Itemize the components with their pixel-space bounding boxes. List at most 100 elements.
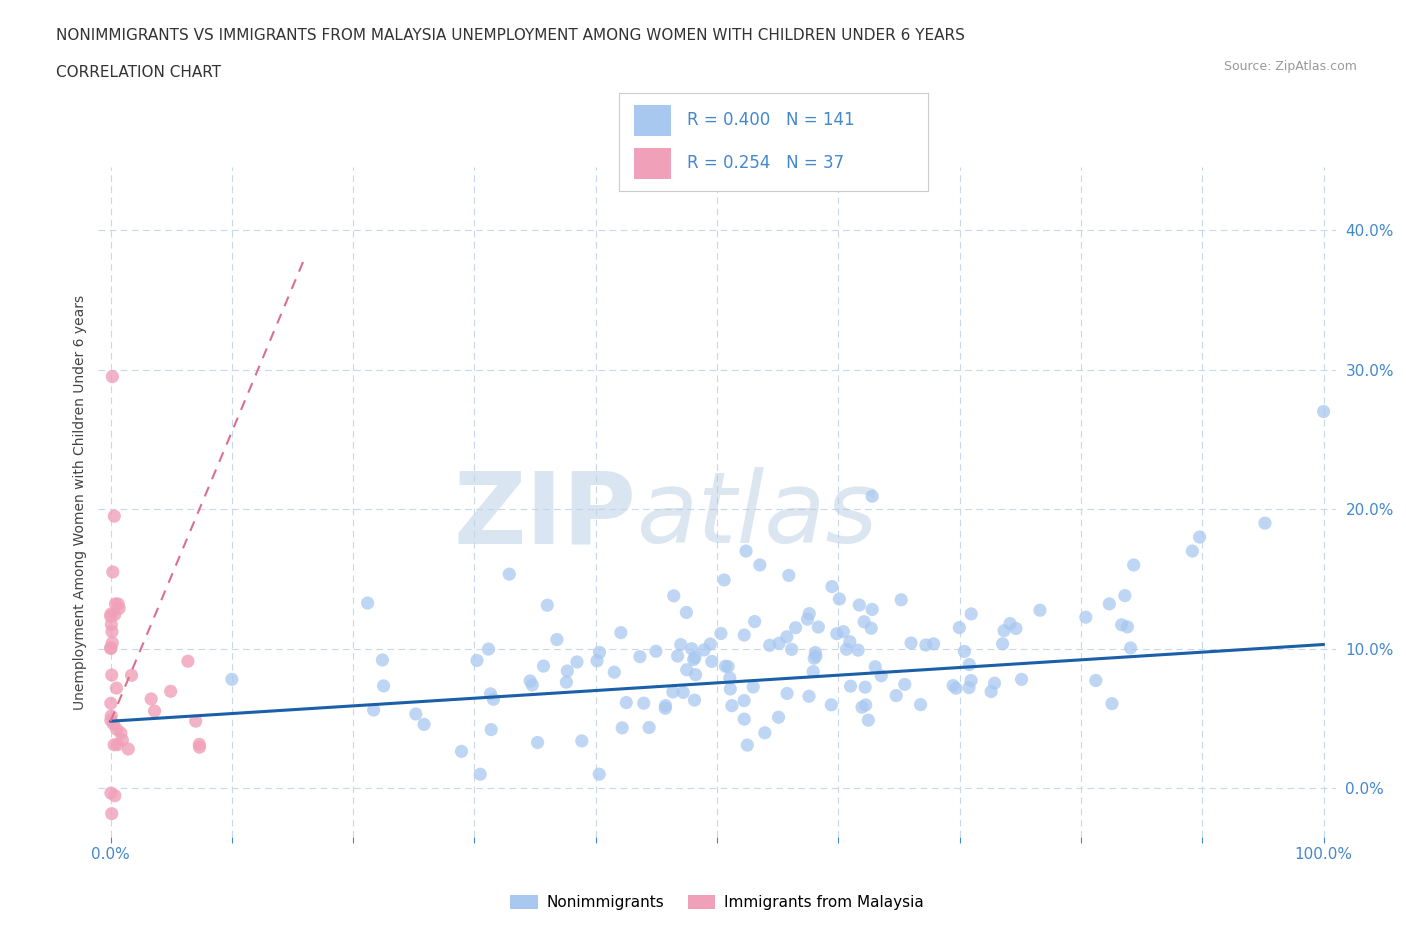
- Text: Source: ZipAtlas.com: Source: ZipAtlas.com: [1223, 60, 1357, 73]
- Bar: [634, 148, 671, 179]
- Point: [853, 615, 876, 630]
- Point: [785, 620, 807, 635]
- Point: [853, 680, 876, 695]
- Point: [662, 684, 685, 699]
- Point: [748, 558, 770, 573]
- Point: [100, 713, 122, 728]
- Point: [610, 625, 633, 640]
- Text: R = 0.400   N = 141: R = 0.400 N = 141: [686, 112, 855, 129]
- Point: [863, 659, 886, 674]
- Point: [363, 702, 385, 717]
- Point: [100, 668, 122, 683]
- Point: [111, 733, 134, 748]
- Point: [890, 592, 912, 607]
- Point: [477, 642, 499, 657]
- Point: [565, 655, 588, 670]
- Point: [681, 641, 703, 656]
- Point: [479, 686, 502, 701]
- Point: [957, 658, 980, 672]
- Point: [103, 737, 125, 752]
- Point: [1098, 596, 1121, 611]
- Point: [922, 636, 945, 651]
- Point: [733, 628, 755, 643]
- Point: [105, 737, 128, 752]
- Point: [536, 598, 558, 613]
- Point: [571, 734, 593, 749]
- Point: [993, 623, 1015, 638]
- Point: [1074, 610, 1097, 625]
- Point: [101, 369, 124, 384]
- Point: [998, 617, 1021, 631]
- Point: [1188, 530, 1211, 545]
- Point: [737, 737, 759, 752]
- Point: [1111, 618, 1133, 632]
- Point: [683, 650, 706, 665]
- Point: [1114, 588, 1136, 603]
- Point: [699, 637, 721, 652]
- Point: [855, 698, 877, 712]
- Point: [825, 626, 848, 641]
- Point: [603, 665, 626, 680]
- Point: [799, 606, 821, 621]
- Point: [100, 606, 122, 621]
- Point: [669, 637, 692, 652]
- Point: [960, 606, 983, 621]
- Point: [1005, 621, 1028, 636]
- Point: [100, 609, 122, 624]
- Point: [846, 643, 869, 658]
- Point: [139, 692, 162, 707]
- Point: [801, 664, 824, 679]
- Point: [100, 786, 122, 801]
- Point: [735, 543, 758, 558]
- Point: [101, 624, 124, 639]
- Point: [768, 636, 790, 651]
- Point: [721, 698, 744, 713]
- Point: [983, 676, 1005, 691]
- Point: [188, 737, 211, 751]
- Point: [832, 624, 855, 639]
- Point: [848, 598, 870, 613]
- Point: [103, 509, 125, 524]
- Point: [586, 654, 609, 669]
- Point: [796, 612, 818, 627]
- Y-axis label: Unemployment Among Women with Children Under 6 years: Unemployment Among Women with Children U…: [73, 295, 87, 710]
- Point: [612, 721, 634, 736]
- Point: [371, 653, 394, 668]
- Point: [117, 741, 139, 756]
- Point: [820, 698, 842, 712]
- Bar: [634, 105, 671, 136]
- Point: [804, 645, 827, 660]
- Point: [105, 681, 128, 696]
- Point: [742, 680, 765, 695]
- Point: [100, 640, 122, 655]
- Point: [638, 720, 661, 735]
- Point: [942, 678, 965, 693]
- Point: [104, 789, 127, 804]
- Point: [797, 689, 820, 704]
- Point: [1181, 543, 1204, 558]
- Point: [1116, 619, 1139, 634]
- Point: [718, 682, 741, 697]
- Point: [960, 673, 983, 688]
- Point: [1312, 405, 1334, 419]
- Point: [465, 653, 488, 668]
- Point: [522, 678, 544, 693]
- Point: [177, 654, 200, 669]
- Point: [533, 658, 555, 673]
- Point: [479, 723, 502, 737]
- Point: [588, 645, 610, 660]
- Point: [768, 710, 790, 724]
- Point: [780, 642, 803, 657]
- Point: [1101, 697, 1123, 711]
- Point: [718, 671, 741, 685]
- Text: CORRELATION CHART: CORRELATION CHART: [56, 65, 221, 80]
- Point: [614, 695, 637, 710]
- Point: [103, 716, 125, 731]
- Text: R = 0.254   N = 37: R = 0.254 N = 37: [686, 154, 844, 172]
- Point: [1122, 558, 1144, 573]
- Point: [526, 735, 548, 750]
- Point: [710, 626, 733, 641]
- Point: [100, 806, 122, 821]
- Point: [184, 713, 207, 728]
- Text: NONIMMIGRANTS VS IMMIGRANTS FROM MALAYSIA UNEMPLOYMENT AMONG WOMEN WITH CHILDREN: NONIMMIGRANTS VS IMMIGRANTS FROM MALAYSI…: [56, 28, 965, 43]
